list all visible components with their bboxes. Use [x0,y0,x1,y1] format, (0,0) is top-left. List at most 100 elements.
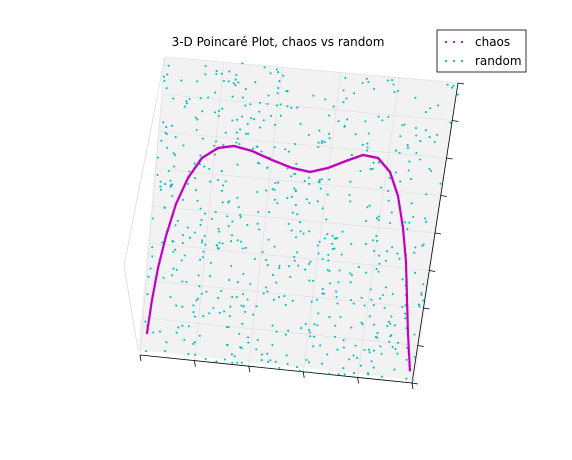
random-point [335,291,337,293]
random-point [218,115,220,117]
random-point [320,188,322,190]
random-point [392,83,394,85]
random-point [165,126,167,128]
random-point [232,96,234,98]
random-point [249,103,251,105]
random-point [326,353,328,355]
random-point [329,137,331,139]
random-point [425,221,427,223]
random-point [364,304,366,306]
random-point [199,224,201,226]
random-point [195,299,197,301]
random-point [341,253,343,255]
random-point [306,198,308,200]
random-point [239,214,241,216]
random-point [312,95,314,97]
random-point [332,248,334,250]
random-point [152,331,154,333]
random-point [174,154,176,156]
random-point [247,123,249,125]
random-point [366,143,368,145]
random-point [399,135,401,137]
random-point [344,77,346,79]
random-point [231,362,233,364]
random-point [318,142,320,144]
random-point [286,354,288,356]
random-point [258,228,260,230]
random-point [419,140,421,142]
random-point [276,68,278,70]
random-point [350,327,352,329]
x-tick [249,366,250,372]
random-point [376,240,378,242]
random-point [197,298,199,300]
random-point [255,348,257,350]
random-point [294,143,296,145]
random-point [353,303,355,305]
random-point [387,79,389,81]
random-point [203,166,205,168]
random-point [328,133,330,135]
random-point [288,151,290,153]
random-point [311,301,313,303]
random-point [257,211,259,213]
random-point [420,292,422,294]
random-point [269,359,271,361]
random-point [202,256,204,258]
random-point [270,72,272,74]
random-point [419,158,421,160]
random-point [223,80,225,82]
random-point [317,312,319,314]
random-point [295,204,297,206]
random-point [200,219,202,221]
random-point [189,237,191,239]
random-point [307,371,309,373]
random-point [303,233,305,235]
random-point [396,353,398,355]
random-point [160,140,162,142]
random-point [358,266,360,268]
random-point [308,280,310,282]
random-point [278,296,280,298]
random-point [244,311,246,313]
random-point [319,344,321,346]
random-point [331,235,333,237]
random-point [291,196,293,198]
random-point [366,150,368,152]
random-point [187,227,189,229]
random-point [195,189,197,191]
random-point [278,367,280,369]
random-point [208,312,210,314]
random-point [202,138,204,140]
random-point [252,314,254,316]
random-point [290,107,292,109]
random-point [211,218,213,220]
random-point [321,140,323,142]
y-tick [441,196,447,197]
random-point [156,174,158,176]
random-point [316,299,318,301]
random-point [168,170,170,172]
random-point [263,293,265,295]
random-point [369,351,371,353]
random-point [215,211,217,213]
random-point [185,281,187,283]
random-point [398,258,400,260]
random-point [317,244,319,246]
random-point [247,299,249,301]
random-point [397,90,399,92]
random-point [353,372,355,374]
random-point [236,362,238,364]
random-point [296,251,298,253]
x-tick [412,383,413,389]
random-point [146,293,148,295]
random-point [194,231,196,233]
random-point [295,189,297,191]
random-point [285,304,287,306]
random-point [429,136,431,138]
random-point [280,103,282,105]
random-point [343,126,345,128]
random-point [308,361,310,363]
random-point [266,167,268,169]
